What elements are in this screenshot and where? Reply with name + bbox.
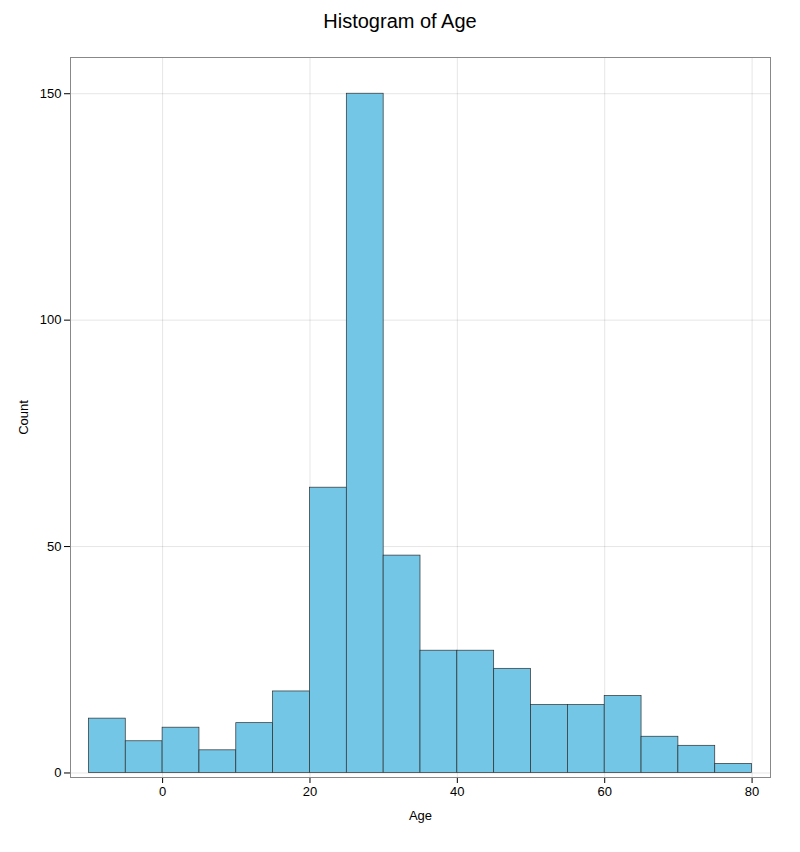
svg-text:100: 100 bbox=[40, 312, 62, 327]
svg-text:0: 0 bbox=[54, 765, 61, 780]
svg-text:50: 50 bbox=[47, 539, 61, 554]
svg-text:150: 150 bbox=[40, 86, 62, 101]
svg-text:0: 0 bbox=[159, 784, 166, 799]
svg-text:Age: Age bbox=[409, 808, 432, 823]
svg-text:40: 40 bbox=[450, 784, 464, 799]
svg-text:60: 60 bbox=[597, 784, 611, 799]
svg-text:Count: Count bbox=[16, 400, 31, 435]
svg-text:20: 20 bbox=[303, 784, 317, 799]
svg-text:80: 80 bbox=[745, 784, 759, 799]
html-text:Histogram of Age: Histogram of Age bbox=[323, 10, 477, 32]
